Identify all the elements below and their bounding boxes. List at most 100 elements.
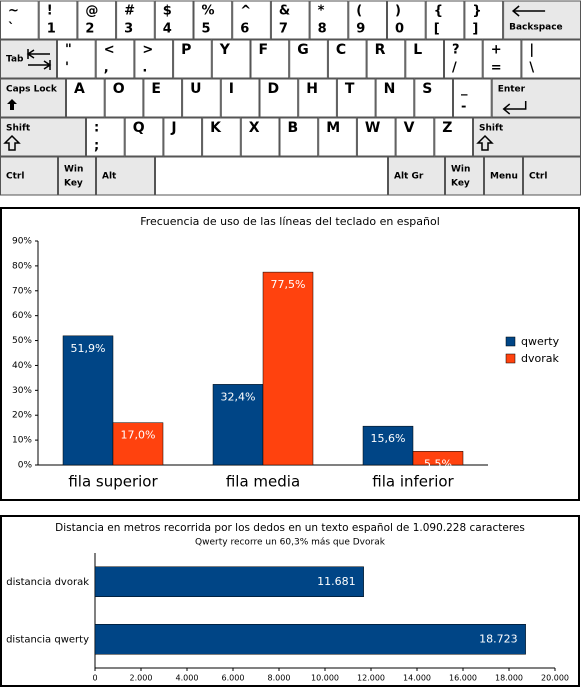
bar — [362, 425, 414, 466]
key-label: $ — [163, 4, 172, 19]
key — [279, 117, 319, 157]
x-tick-label: 6.000 — [222, 674, 245, 683]
key-label: Backspace — [509, 23, 563, 33]
key-label: - — [461, 100, 466, 115]
key-label: 2 — [85, 22, 94, 37]
value-label: 18.723 — [479, 632, 518, 645]
key-label: I — [229, 81, 234, 97]
key — [104, 78, 144, 118]
chart-frame — [0, 515, 580, 687]
key-label: R — [375, 42, 386, 58]
key-label: Ctrl — [6, 172, 24, 182]
key-label: # — [124, 4, 135, 19]
key — [387, 0, 426, 40]
key — [289, 39, 328, 79]
key-label: ' — [65, 61, 69, 76]
key — [173, 39, 212, 79]
key-label: 3 — [124, 22, 133, 37]
key — [484, 156, 523, 196]
key-label: Key — [64, 179, 83, 189]
y-tick-label: 80% — [12, 261, 32, 271]
key-icon — [7, 99, 17, 110]
key — [434, 117, 473, 157]
key — [405, 39, 444, 79]
key — [521, 39, 581, 79]
value-label: 5,5% — [424, 457, 452, 470]
key-icon — [476, 134, 494, 151]
key — [57, 39, 96, 79]
key — [444, 39, 483, 79]
key-label: 4 — [163, 22, 172, 37]
bar — [94, 566, 364, 597]
key-label: 5 — [202, 22, 211, 37]
key-label: [ — [434, 22, 440, 37]
key-label: / — [452, 61, 457, 76]
key-label: @ — [85, 4, 98, 19]
key-label: & — [279, 4, 290, 19]
x-tick-label: 16.000 — [449, 674, 477, 683]
key-label: ! — [47, 4, 53, 19]
key-label: 8 — [318, 22, 327, 37]
key-label: H — [306, 81, 318, 97]
key-icon — [26, 49, 50, 59]
chart-frame — [0, 207, 580, 501]
key-label: X — [249, 120, 260, 136]
x-tick-label: 0 — [92, 674, 97, 683]
key-label: Enter — [498, 85, 526, 95]
key-label: ~ — [8, 4, 19, 19]
key — [482, 39, 522, 79]
x-tick-label: 10.000 — [311, 674, 339, 683]
key-label: L — [413, 42, 422, 58]
key-label: | — [529, 43, 534, 58]
key — [96, 156, 155, 196]
key-label: V — [404, 120, 415, 136]
key — [154, 0, 194, 40]
key-label: Tab — [6, 55, 24, 65]
y-tick-label: 70% — [12, 286, 32, 296]
key — [464, 0, 504, 40]
bar — [412, 451, 464, 466]
key — [134, 39, 174, 79]
y-tick-label: 90% — [12, 237, 32, 247]
key-label: F — [259, 42, 269, 58]
key — [270, 0, 310, 40]
value-label: 17,0% — [121, 429, 156, 442]
key-label: Y — [219, 42, 231, 58]
key — [395, 117, 435, 157]
key-icon — [503, 101, 527, 110]
bar — [262, 271, 314, 466]
key — [143, 78, 183, 118]
key — [298, 78, 337, 118]
key — [388, 156, 445, 196]
key-label: 0 — [395, 22, 404, 37]
key — [38, 0, 78, 40]
key-label: ) — [395, 4, 401, 19]
key — [425, 0, 465, 40]
chart-title: Distancia en metros recorrida por los de… — [55, 522, 525, 534]
key-label: ; — [94, 139, 99, 154]
key-label: Alt — [102, 172, 117, 182]
key-label: { — [434, 4, 443, 19]
key — [259, 78, 299, 118]
key-icon — [3, 134, 21, 151]
key-label: G — [297, 42, 309, 58]
key-label: < — [104, 43, 115, 58]
key-label: " — [65, 43, 72, 58]
x-tick-label: 18.000 — [495, 674, 523, 683]
key-label: = — [491, 61, 502, 76]
x-tick-label: 14.000 — [403, 674, 431, 683]
legend-label: dvorak — [521, 352, 559, 365]
key — [0, 0, 39, 40]
x-tick-label: fila inferior — [372, 473, 454, 491]
key-label: Win — [64, 165, 83, 175]
key — [240, 117, 280, 157]
key-label: ( — [356, 4, 362, 19]
key-label: P — [181, 42, 191, 58]
key-label: Shift — [6, 124, 31, 134]
bar — [212, 384, 264, 466]
key-label: T — [345, 81, 355, 97]
key-label: W — [365, 120, 380, 136]
key-label: Q — [133, 120, 145, 136]
x-tick-label: fila media — [226, 473, 300, 491]
